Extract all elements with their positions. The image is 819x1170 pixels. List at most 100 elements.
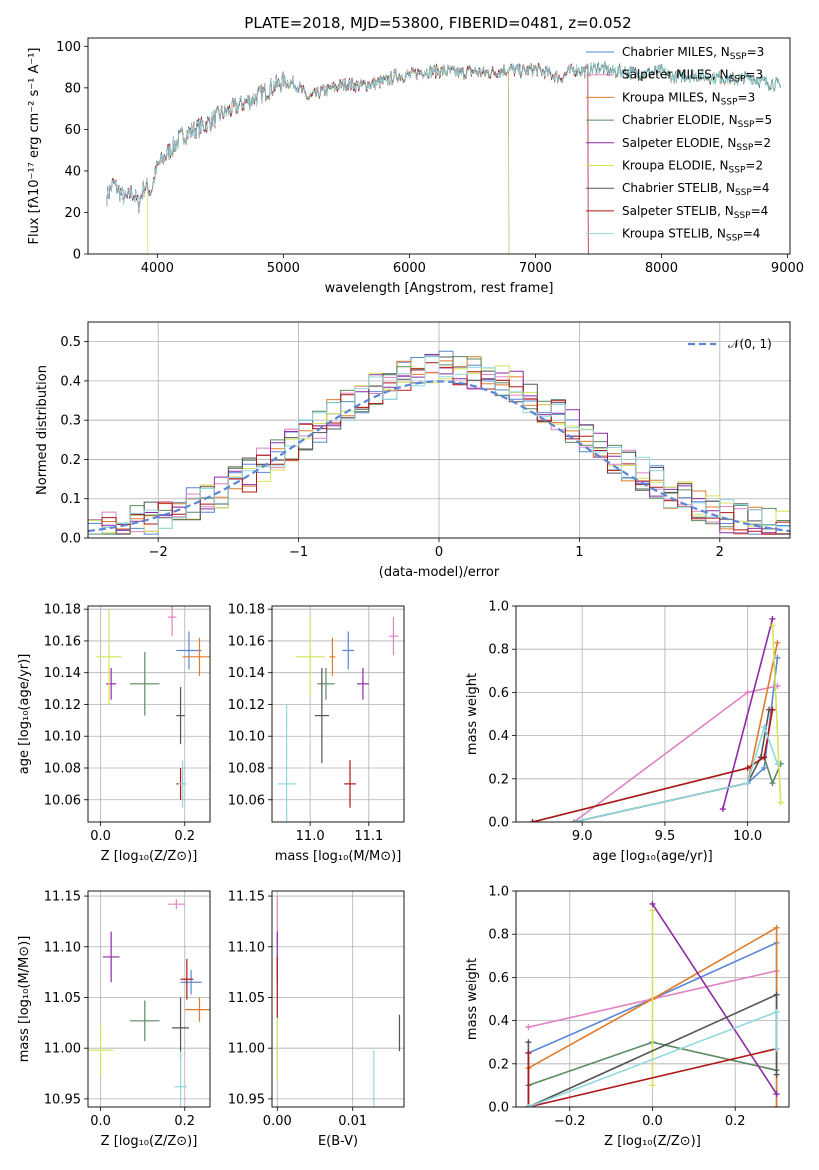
spectrum-ytick-label-5: 100 [56, 40, 81, 55]
age-vs-mass-xtick-label-1: 11.1 [354, 829, 383, 844]
mass-vs-EBV-ytick-label-3: 11.10 [228, 940, 265, 955]
weight-vs-Z-frame [515, 890, 790, 1108]
weight-vs-age-xtick-label-2: 10.0 [733, 829, 762, 844]
residuals-xtick-label-2: 0 [435, 545, 443, 560]
age-vs-mass-ytick-label-4: 10.14 [228, 666, 265, 681]
mass-vs-EBV-frame [271, 890, 405, 1108]
age-vs-mass-frame [271, 605, 405, 823]
spectrum-legend-entry-6: Chabrier STELIB, NSSP=4 [622, 181, 770, 198]
weight-vs-age-series-5-marker-1 [777, 799, 784, 806]
weight-vs-Z-ylabel: mass weight [465, 958, 480, 1040]
weight-vs-Z-ytick-label-0: 0.0 [488, 1101, 509, 1116]
residuals-xtick-label-4: 2 [716, 545, 724, 560]
spectrum-line-salpeter-elodie [106, 64, 510, 254]
weight-vs-age-series-0-marker-2 [761, 765, 768, 771]
weight-vs-Z-series-5-marker-0 [649, 1082, 656, 1089]
mass-vs-Z-ytick-label-0: 10.95 [44, 1092, 81, 1107]
weight-vs-age-ytick-label-1: 0.2 [488, 772, 509, 787]
weight-vs-age-ytick-label-3: 0.6 [488, 686, 509, 701]
mass-vs-EBV-xlabel: E(B-V) [318, 1134, 358, 1149]
spectrum-xtick-label-5: 9000 [771, 261, 804, 276]
residuals-ytick-label-5: 0.5 [60, 335, 81, 350]
weight-vs-Z-xtick-label-2: 0.2 [725, 1114, 746, 1129]
age-vs-mass-ytick-label-2: 10.10 [228, 730, 265, 745]
weight-vs-age-series-4-marker-1 [769, 615, 776, 622]
weight-vs-Z-series-8-marker-0 [525, 1104, 532, 1107]
weight-vs-age-series-8-marker-1 [744, 780, 751, 787]
spectrum-legend-entry-1: Salpeter MILES, NSSP=3 [622, 68, 763, 85]
age-vs-Z-xtick-label-0: 0.0 [90, 829, 111, 844]
age-vs-mass-xtick-label-0: 11.0 [296, 829, 325, 844]
weight-vs-age-series-7-marker-1 [744, 765, 751, 771]
spectrum-xtick-label-3: 7000 [519, 261, 552, 276]
weight-vs-age-series-4 [722, 618, 774, 810]
weight-vs-Z-plot-area [516, 891, 789, 1107]
weight-vs-Z-series-2-marker-4 [773, 1104, 780, 1107]
spectrum-legend-entry-7: Salpeter STELIB, NSSP=4 [622, 204, 768, 221]
mass-vs-EBV-plot-area [272, 891, 404, 1107]
spectrum-xtick-label-0: 4000 [141, 261, 174, 276]
mass-vs-Z-ytick-label-2: 11.05 [44, 991, 81, 1006]
weight-vs-age-series-7-marker-3 [769, 706, 776, 713]
hist-step-kroupa-stelib [88, 356, 790, 538]
weight-vs-age-series-6 [573, 709, 770, 822]
weight-vs-Z-xtick-label-0: −0.2 [554, 1114, 586, 1129]
mass-vs-Z-ytick-label-4: 11.15 [44, 890, 81, 905]
spectrum-ytick-label-2: 40 [64, 164, 81, 179]
weight-vs-Z-series-4-marker-1 [773, 1091, 780, 1098]
weight-vs-age-series-5 [771, 625, 782, 803]
weight-vs-Z-series-6-marker-1 [525, 1039, 532, 1046]
spectrum-plot-area [106, 60, 782, 254]
mass-vs-Z-xlabel: Z [log₁₀(Z/Z⊙)] [101, 1134, 198, 1149]
age-vs-mass-plot-area [272, 606, 404, 822]
residuals-xtick-label-3: 1 [575, 545, 583, 560]
weight-vs-Z-series-4-marker-0 [649, 900, 656, 907]
age-vs-Z-xlabel: Z [log₁₀(Z/Z⊙)] [101, 849, 198, 864]
age-vs-mass-ytick-label-0: 10.06 [228, 793, 265, 808]
weight-vs-Z-ytick-label-5: 1.0 [488, 885, 509, 900]
weight-vs-Z-series-5-marker-1 [649, 907, 656, 914]
weight-vs-age-ylabel: mass weight [465, 673, 480, 755]
age-vs-Z-ytick-label-1: 10.08 [44, 762, 81, 777]
mass-vs-EBV-ytick-label-0: 10.95 [228, 1092, 265, 1107]
age-vs-mass-ytick-label-3: 10.12 [228, 698, 265, 713]
mass-vs-EBV-xtick-label-1: 0.01 [338, 1114, 367, 1129]
weight-vs-Z-ytick-label-1: 0.2 [488, 1057, 509, 1072]
weight-vs-age-series-0 [573, 657, 779, 822]
age-vs-Z-ytick-label-5: 10.16 [44, 634, 81, 649]
weight-vs-Z-series-1-marker-0 [525, 1024, 532, 1031]
age-vs-mass-ytick-label-1: 10.08 [228, 762, 265, 777]
age-vs-Z-ytick-label-2: 10.10 [44, 730, 81, 745]
weight-vs-Z-series-2-marker-3 [773, 924, 780, 931]
mass-vs-Z-xtick-label-0: 0.0 [90, 1114, 111, 1129]
weight-vs-age-series-7 [532, 709, 774, 822]
spectrum-ytick-label-4: 80 [64, 81, 81, 96]
weight-vs-age-series-8 [573, 724, 779, 822]
weight-vs-age-series-7-marker-2 [761, 754, 768, 761]
spectrum-ylabel: Flux [fλ10⁻¹⁷ erg cm⁻² s⁻¹ A⁻¹] [27, 48, 42, 245]
weight-vs-Z-xtick-label-1: 0.0 [642, 1114, 663, 1129]
mass-vs-Z-ytick-label-3: 11.10 [44, 940, 81, 955]
spectrum-ytick-label-0: 0 [73, 248, 81, 263]
weight-vs-Z-series-8-marker-2 [773, 1045, 780, 1052]
weight-vs-Z-series-4 [651, 903, 778, 1095]
residuals-ytick-label-4: 0.4 [60, 374, 81, 389]
age-vs-mass-xlabel: mass [log₁₀(M/M⊙)] [275, 849, 402, 864]
age-vs-Z-ytick-label-6: 10.18 [44, 603, 81, 618]
spectrum-legend-entry-5: Kroupa ELODIE, NSSP=2 [622, 159, 763, 176]
mass-vs-EBV-ytick-label-1: 11.00 [228, 1042, 265, 1057]
weight-vs-age-xlabel: age [log₁₀(age/yr)] [592, 849, 713, 864]
weight-vs-Z-ytick-label-2: 0.4 [488, 1014, 509, 1029]
mass-vs-Z-ytick-label-1: 11.00 [44, 1042, 81, 1057]
weight-vs-age-series-0-marker-3 [774, 654, 781, 661]
age-vs-Z-frame [87, 605, 211, 823]
residuals-ytick-label-1: 0.1 [60, 492, 81, 507]
weight-vs-Z-ytick-label-3: 0.6 [488, 971, 509, 986]
age-vs-Z-ytick-label-4: 10.14 [44, 666, 81, 681]
residuals-xtick-label-0: −2 [149, 545, 168, 560]
weight-vs-age-series-2-marker-2 [774, 639, 781, 646]
weight-vs-Z-series-7-marker-1 [525, 1050, 532, 1056]
weight-vs-age-series-8-marker-2 [761, 723, 768, 730]
spectrum-xtick-label-2: 6000 [393, 261, 426, 276]
